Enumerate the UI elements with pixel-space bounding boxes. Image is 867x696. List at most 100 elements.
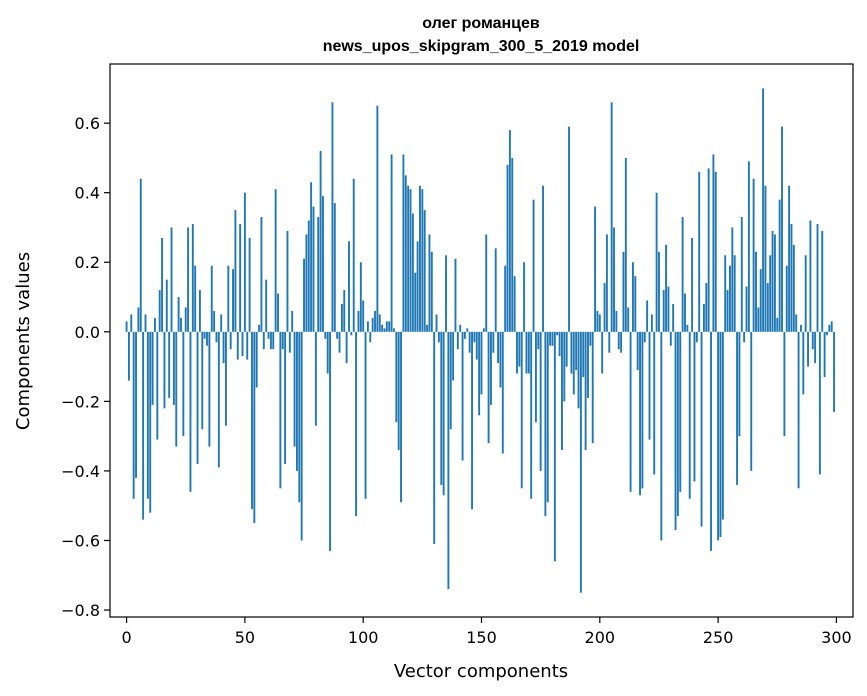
bar-28 [191,223,194,332]
bar-181 [553,331,556,562]
x-tick-label: 0 [121,628,131,647]
bar-54 [253,331,256,524]
bar-163 [511,157,514,332]
bar-117 [402,154,405,332]
bar-134 [442,331,445,496]
bar-123 [416,241,419,332]
bar-211 [624,157,627,332]
bar-246 [707,168,710,332]
bar-172 [532,199,535,332]
bar-265 [752,178,755,332]
bar-31 [198,290,201,332]
bar-38 [215,331,218,343]
bar-273 [771,230,774,332]
bar-255 [729,265,731,332]
bar-145 [468,331,471,353]
bar-196 [589,331,592,346]
bar-222 [650,314,653,332]
bar-203 [605,234,608,332]
bar-193 [582,331,585,378]
bar-series [125,88,836,593]
bar-88 [333,203,336,332]
bar-249 [714,171,717,332]
bar-47 [236,331,239,360]
bar-262 [745,286,748,332]
bar-128 [428,234,431,332]
bar-184 [561,331,563,451]
y-axis-label: Components values [13,252,34,430]
bar-169 [525,331,528,374]
bar-198 [594,206,597,332]
bar-178 [546,331,549,503]
bar-25 [184,307,187,332]
bar-12 [154,317,156,332]
x-tick-label: 200 [585,628,616,647]
bar-287 [804,255,807,332]
bar-125 [421,189,424,332]
y-tick-label: 0.2 [75,253,100,272]
bar-33 [203,331,206,339]
bar-93 [345,331,348,364]
bar-269 [762,88,765,332]
bar-107 [378,314,381,332]
bar-276 [778,199,781,332]
bar-284 [797,331,800,489]
bar-263 [747,161,750,332]
bar-187 [568,126,570,332]
x-tick-label: 100 [348,628,379,647]
bar-118 [404,175,407,332]
bar-254 [726,290,729,332]
bar-295 [823,331,826,378]
bar-129 [430,251,433,332]
bar-89 [336,331,339,339]
bar-69 [288,331,291,353]
bar-209 [620,331,623,353]
bar-17 [165,279,168,332]
bar-32 [201,331,204,430]
bar-274 [773,234,776,332]
bar-207 [615,310,618,332]
bar-270 [764,185,767,332]
bar-20 [172,331,175,405]
bar-201 [601,331,604,374]
bar-167 [520,331,523,489]
bar-142 [461,331,464,461]
bar-239 [691,237,694,332]
bar-161 [506,164,509,332]
bar-173 [534,331,537,423]
bar-165 [516,331,518,374]
bar-80 [314,331,317,426]
bar-55 [255,331,258,388]
bar-268 [759,269,762,332]
bar-228 [665,244,668,332]
bar-212 [627,307,630,332]
bar-35 [208,331,211,447]
y-tick-label: 0.4 [75,184,100,203]
bar-86 [329,331,331,551]
bar-186 [565,331,568,367]
bar-70 [291,310,294,332]
bar-177 [544,331,547,517]
bar-260 [740,217,743,332]
bar-111 [388,321,391,332]
bar-132 [437,331,440,343]
bar-146 [471,331,473,510]
y-tick-label: −0.6 [61,531,100,550]
bar-71 [293,331,296,447]
bar-296 [826,331,828,336]
bar-130 [433,331,436,544]
bar-76 [305,234,308,332]
bar-5 [137,307,140,332]
bar-41 [222,331,225,364]
bar-101 [364,331,367,499]
bar-46 [234,210,237,332]
bar-44 [229,331,232,350]
bar-230 [669,331,672,346]
bar-143 [463,331,466,339]
bar-100 [362,300,365,332]
bar-188 [570,331,573,374]
bar-122 [414,272,417,332]
bar-185 [563,331,566,402]
bar-78 [310,182,313,332]
